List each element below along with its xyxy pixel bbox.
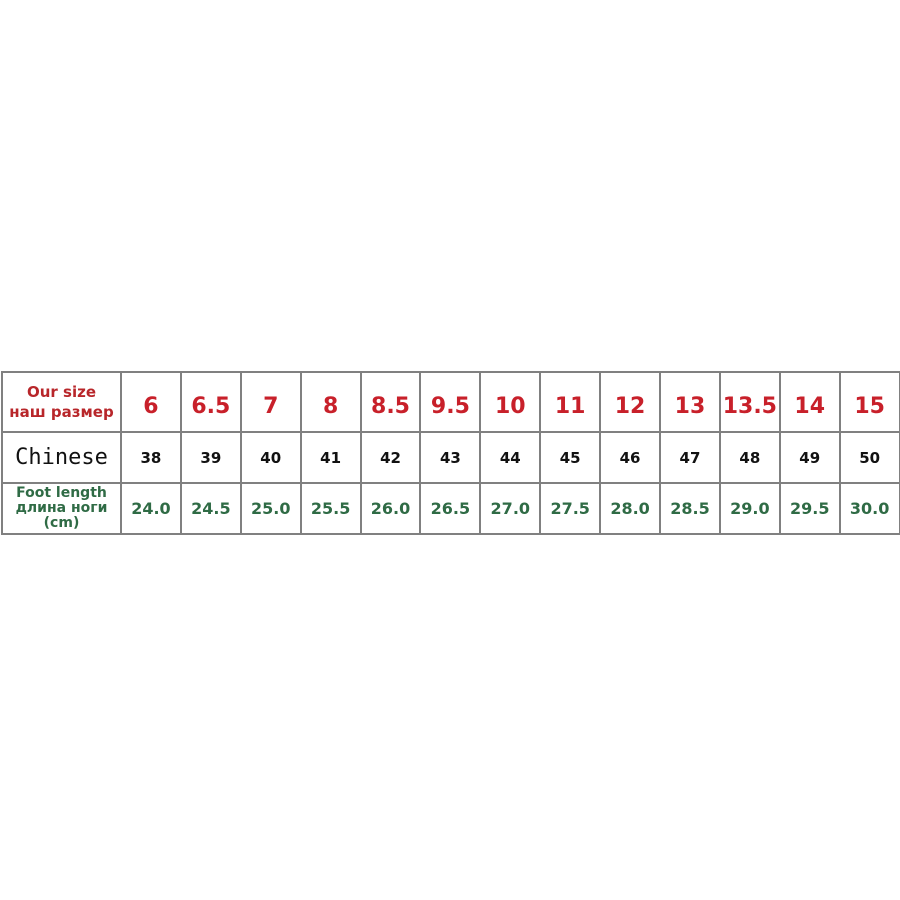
foot-length-cell: 28.0 <box>599 482 662 535</box>
foot-length-cell: 29.0 <box>718 482 781 535</box>
foot-length-cell: 29.5 <box>778 482 841 535</box>
size-chart-table: Our size наш размер 6 6.5 7 8 8.5 9.5 10 11 12 13 1… <box>1 371 900 535</box>
foot-length-label: Foot length длина ноги (cm) <box>1 482 122 535</box>
foot-length-cell: 24.5 <box>179 482 242 535</box>
foot-length-cell: 24.0 <box>120 482 182 535</box>
foot-length-cell: 30.0 <box>838 482 900 535</box>
our-size-cell: 15 <box>838 371 900 433</box>
foot-length-row: Foot length длина ноги (cm) 24.0 24.5 25.0 25… <box>1 482 900 535</box>
foot-length-cell: 28.5 <box>659 482 721 535</box>
our-size-cell: 6 <box>120 371 182 433</box>
foot-length-unit: (cm) <box>43 515 80 531</box>
our-size-label-ru: наш размер <box>9 403 114 421</box>
chinese-size-cell: 41 <box>299 431 362 484</box>
foot-length-cell: 26.0 <box>359 482 422 535</box>
our-size-cell: 8.5 <box>359 371 422 433</box>
foot-length-label-ru: длина ноги <box>15 500 108 516</box>
our-size-cell: 9.5 <box>419 371 482 433</box>
our-size-cell: 13.5 <box>718 371 781 433</box>
chinese-size-cell: 38 <box>120 431 182 484</box>
chinese-size-cell: 45 <box>539 431 602 484</box>
our-size-cell: 14 <box>778 371 841 433</box>
foot-length-cell: 27.5 <box>539 482 602 535</box>
foot-length-cell: 25.5 <box>299 482 362 535</box>
chinese-size-cell: 43 <box>419 431 482 484</box>
chinese-label: Chinese <box>1 431 122 484</box>
foot-length-cell: 26.5 <box>419 482 482 535</box>
chinese-size-cell: 46 <box>599 431 662 484</box>
chinese-size-cell: 42 <box>359 431 422 484</box>
chinese-size-row: Chinese 38 39 40 41 42 43 44 45 46 47 48 49 50 <box>1 431 900 484</box>
foot-length-label-en: Foot length <box>16 485 107 501</box>
chinese-size-cell: 40 <box>239 431 302 484</box>
our-size-label: Our size наш размер <box>1 371 122 433</box>
chinese-size-cell: 47 <box>659 431 721 484</box>
foot-length-cell: 27.0 <box>479 482 542 535</box>
our-size-cell: 10 <box>479 371 542 433</box>
chinese-size-cell: 44 <box>479 431 542 484</box>
our-size-cell: 6.5 <box>179 371 242 433</box>
our-size-cell: 7 <box>239 371 302 433</box>
chinese-size-cell: 49 <box>778 431 841 484</box>
our-size-cell: 8 <box>299 371 362 433</box>
foot-length-cell: 25.0 <box>239 482 302 535</box>
our-size-cell: 11 <box>539 371 602 433</box>
our-size-label-en: Our size <box>26 383 97 401</box>
our-size-row: Our size наш размер 6 6.5 7 8 8.5 9.5 10 11 12 13 1… <box>1 371 900 433</box>
chinese-size-cell: 50 <box>838 431 900 484</box>
chinese-size-cell: 48 <box>718 431 781 484</box>
our-size-cell: 13 <box>659 371 721 433</box>
chinese-size-cell: 39 <box>179 431 242 484</box>
our-size-cell: 12 <box>599 371 662 433</box>
